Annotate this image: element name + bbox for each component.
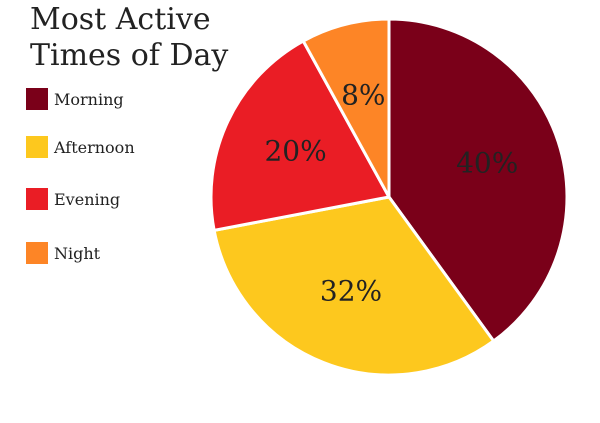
legend-swatch-afternoon bbox=[26, 136, 48, 158]
pie-slice-night bbox=[301, 17, 391, 198]
legend-label-morning: Morning bbox=[54, 89, 124, 109]
legend-label-night: Night bbox=[54, 243, 101, 263]
chart-title: Most Active Times of Day bbox=[30, 2, 229, 73]
pie-slice-evening bbox=[209, 38, 392, 233]
pie-slice-afternoon bbox=[212, 195, 496, 377]
legend-item-afternoon: Afternoon bbox=[26, 136, 135, 158]
legend-item-night: Night bbox=[26, 242, 100, 264]
legend-swatch-morning bbox=[26, 88, 48, 110]
legend-label-afternoon: Afternoon bbox=[54, 137, 135, 157]
legend-swatch-evening bbox=[26, 188, 48, 210]
data-label-afternoon: 32% bbox=[320, 274, 382, 307]
data-label-morning: 40% bbox=[456, 147, 518, 180]
legend-item-evening: Evening bbox=[26, 188, 120, 210]
legend-label-evening: Evening bbox=[54, 189, 121, 209]
legend-item-morning: Morning bbox=[26, 88, 124, 110]
pie-slice-morning bbox=[387, 17, 569, 344]
data-label-night: 8% bbox=[341, 79, 385, 112]
legend-swatch-night bbox=[26, 242, 48, 264]
data-label-evening: 20% bbox=[264, 135, 326, 168]
